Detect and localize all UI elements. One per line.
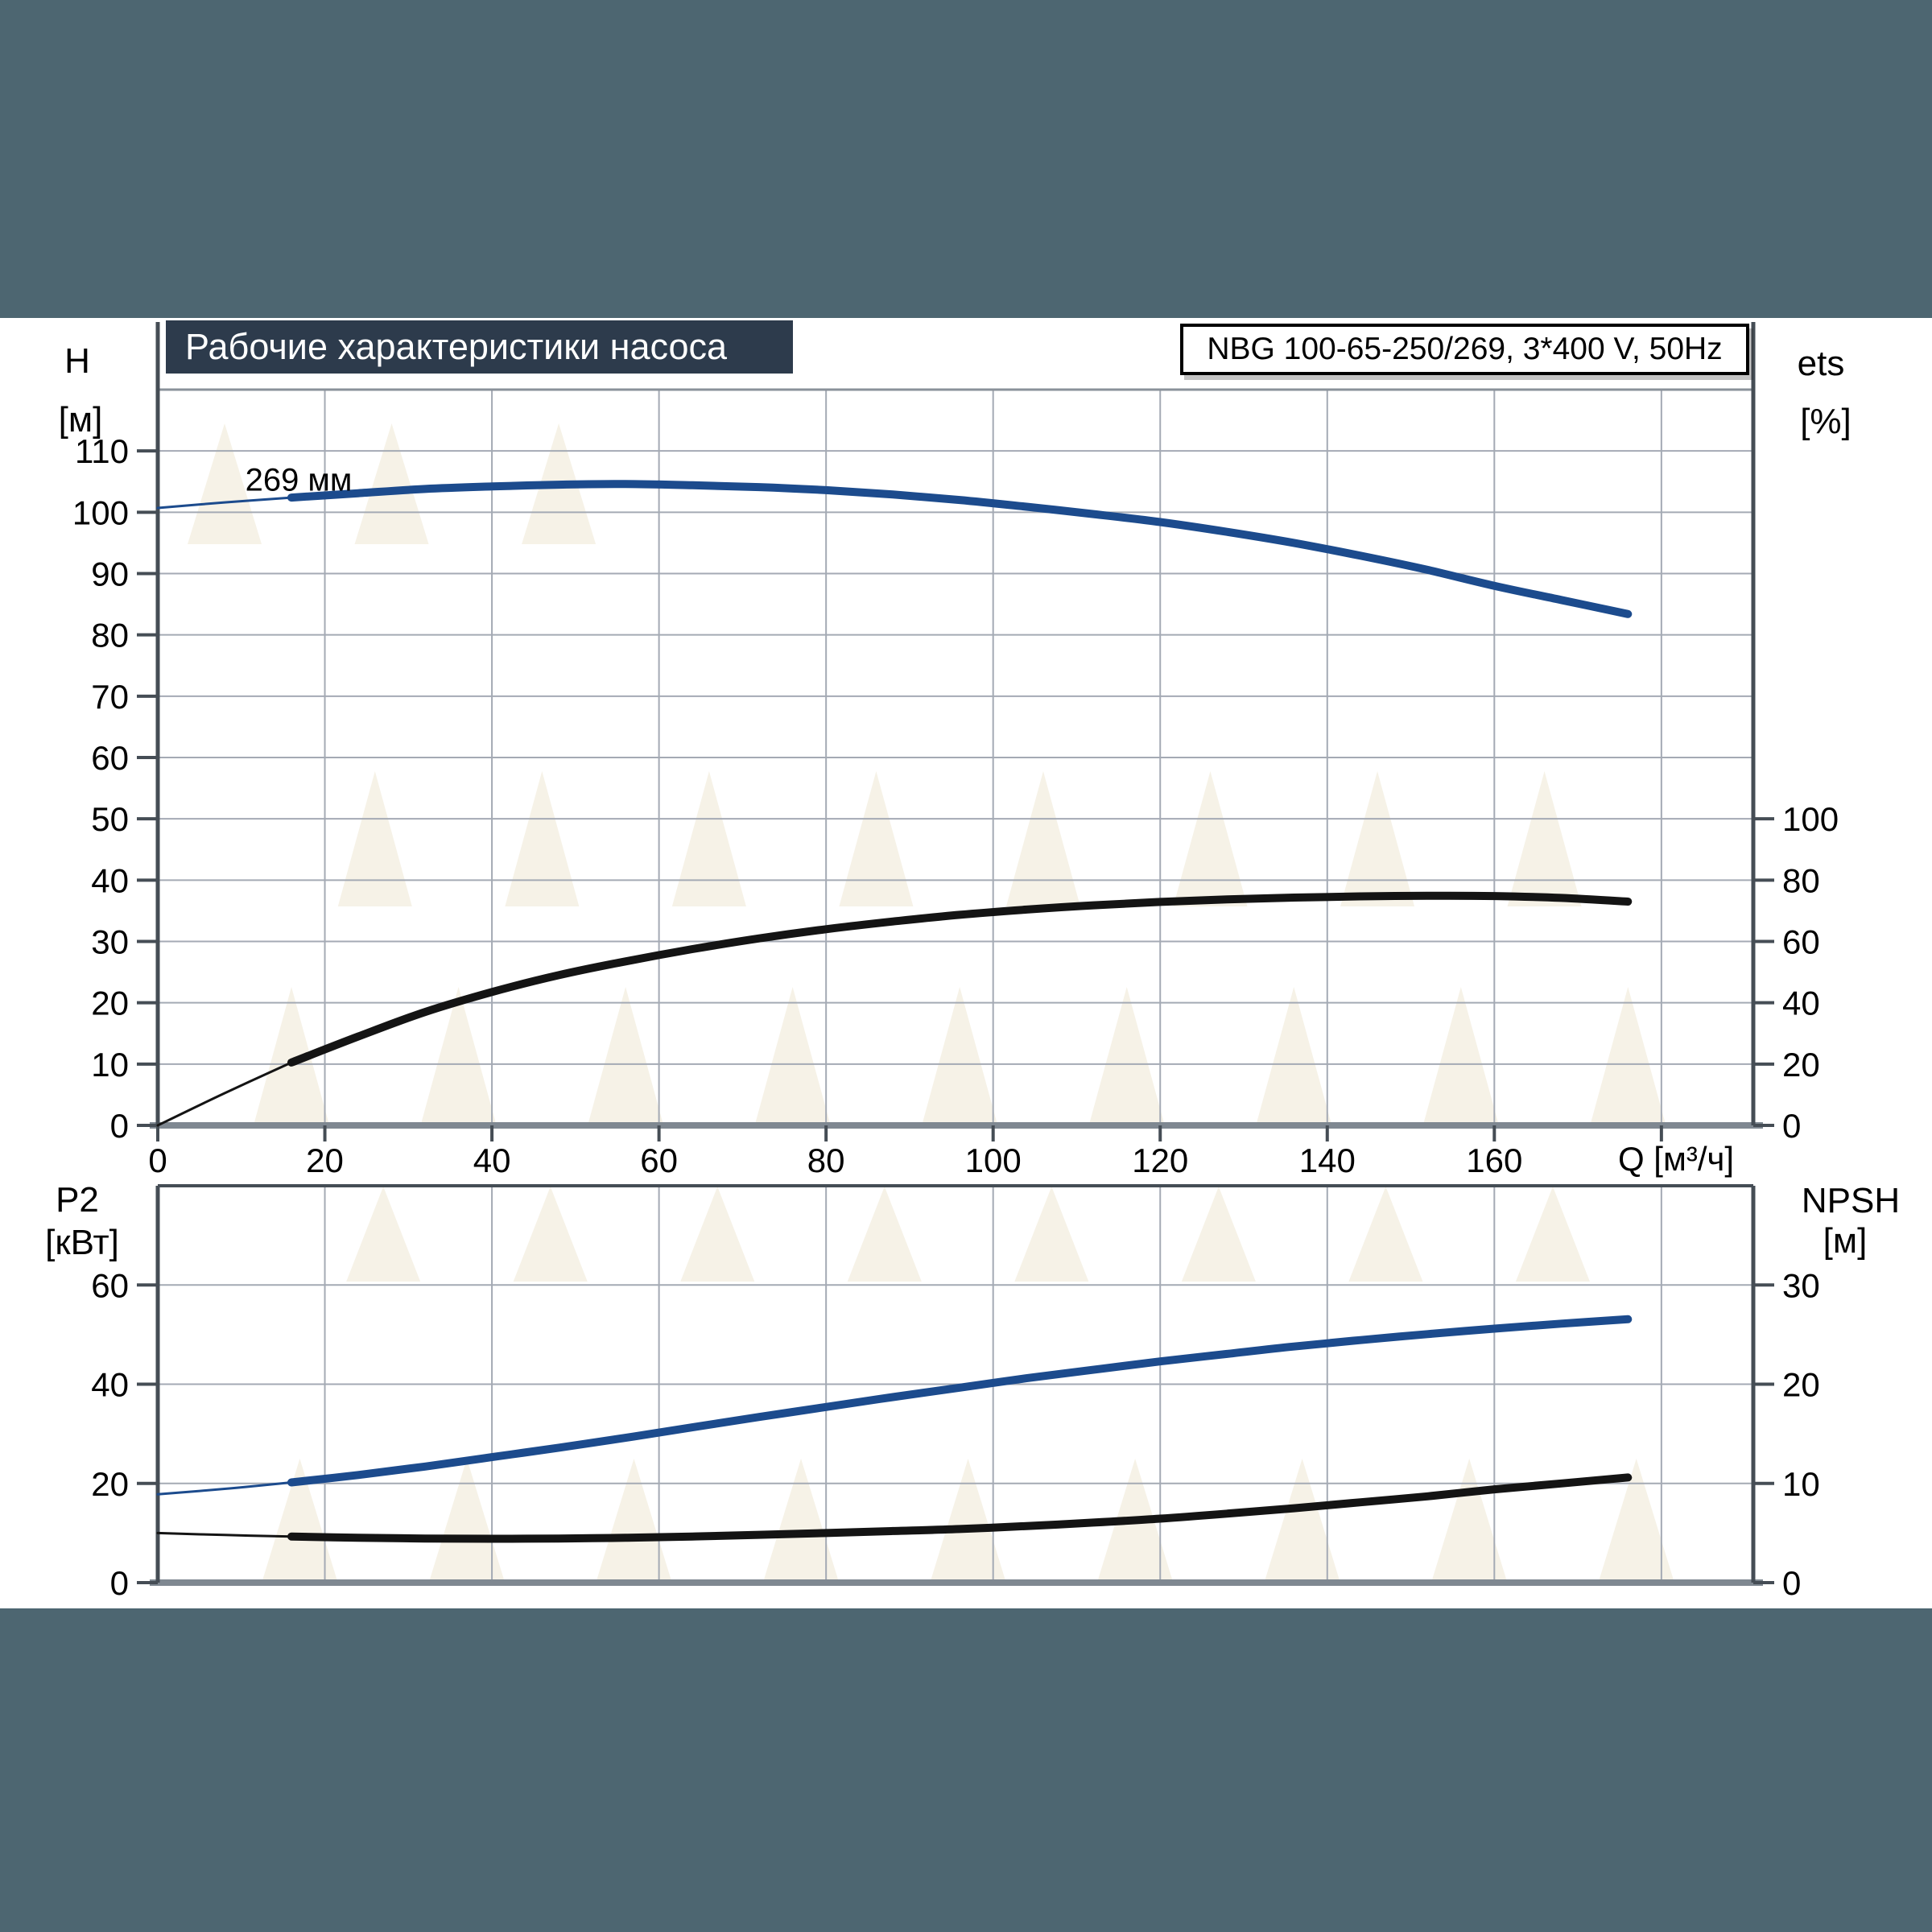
watermark-triangle-2	[1257, 987, 1331, 1122]
watermark-triangle-3	[513, 1187, 588, 1282]
watermark-triangle-4	[262, 1459, 337, 1579]
watermark-triangle-3	[1348, 1187, 1423, 1282]
npsh-axis-unit: [м]	[1823, 1221, 1868, 1261]
watermark-triangle-3	[1515, 1187, 1590, 1282]
q-axis-label: Q [м³/ч]	[1617, 1140, 1735, 1178]
watermark-triangle-1	[1340, 771, 1415, 906]
ets-axis-label: ets	[1797, 344, 1845, 383]
x-tick-label-60: 60	[640, 1141, 678, 1179]
right-tick-label-20: 20	[1782, 1046, 1820, 1084]
p2-axis-unit: [кВт]	[45, 1223, 119, 1262]
watermark-triangle-3	[1181, 1187, 1256, 1282]
bottom-background-bar	[0, 1608, 1932, 1932]
watermark-triangle-2	[923, 987, 997, 1122]
npsh-axis-label: NPSH	[1801, 1181, 1901, 1220]
x-tick-label-0: 0	[148, 1141, 167, 1179]
watermark-triangle-4	[597, 1459, 671, 1579]
x-tick-label-20: 20	[306, 1141, 344, 1179]
watermark-triangle-2	[1089, 987, 1164, 1122]
watermark-triangle-2	[1591, 987, 1666, 1122]
p2-axis-label: P2	[56, 1180, 99, 1220]
curve-H	[287, 480, 1633, 618]
watermark-triangle-3	[680, 1187, 755, 1282]
left-tick-label-10: 10	[91, 1046, 129, 1084]
watermark-triangle-2	[755, 987, 830, 1122]
watermark-triangle-1	[1507, 771, 1582, 906]
right-tick-label-100: 100	[1782, 800, 1839, 838]
curve-P2-lead	[156, 1481, 293, 1496]
left-tick-label-100: 100	[72, 493, 129, 531]
x-tick-label-140: 140	[1299, 1141, 1356, 1179]
left-tick-label-70: 70	[91, 678, 129, 716]
right-tick-label-0: 0	[1782, 1564, 1801, 1602]
watermark-triangle-1	[1173, 771, 1248, 906]
left-tick-label-60: 60	[91, 1266, 129, 1304]
right-tick-label-30: 30	[1782, 1266, 1820, 1304]
watermark-triangle-0	[188, 423, 262, 544]
watermark-triangle-3	[346, 1187, 421, 1282]
right-tick-label-20: 20	[1782, 1366, 1820, 1404]
h-axis-unit: [м]	[58, 400, 103, 440]
pump-model-label: NBG 100-65-250/269, 3*400 V, 50Hz	[1180, 324, 1749, 375]
watermark-triangle-0	[354, 423, 429, 544]
watermark-triangle-4	[429, 1459, 504, 1579]
watermark-triangle-3	[1014, 1187, 1089, 1282]
left-tick-label-110: 110	[75, 432, 129, 470]
watermark-triangle-4	[1265, 1459, 1340, 1579]
watermark-triangle-3	[847, 1187, 922, 1282]
left-tick-label-40: 40	[91, 1366, 129, 1404]
x-tick-label-100: 100	[965, 1141, 1022, 1179]
curve-ets	[287, 891, 1633, 1067]
ets-axis-unit: [%]	[1800, 402, 1852, 441]
right-tick-label-10: 10	[1782, 1465, 1820, 1503]
left-tick-label-20: 20	[91, 1465, 129, 1503]
left-tick-label-50: 50	[91, 800, 129, 838]
watermark-triangle-2	[1423, 987, 1498, 1122]
right-tick-label-80: 80	[1782, 861, 1820, 899]
watermark-triangle-2	[254, 987, 329, 1122]
left-tick-label-60: 60	[91, 739, 129, 777]
watermark-triangle-4	[1432, 1459, 1507, 1579]
right-tick-label-40: 40	[1782, 985, 1820, 1022]
watermark-triangle-1	[505, 771, 580, 906]
watermark-triangle-1	[337, 771, 412, 906]
right-tick-label-0: 0	[1782, 1107, 1801, 1145]
left-tick-label-0: 0	[110, 1564, 129, 1602]
curve-P2	[287, 1315, 1633, 1487]
left-tick-label-40: 40	[91, 861, 129, 899]
watermark-triangle-1	[839, 771, 914, 906]
curve-NPSH	[287, 1473, 1633, 1543]
watermark-triangle-4	[931, 1459, 1005, 1579]
curve-H-lead	[156, 496, 293, 510]
curve-NPSH-lead	[156, 1531, 293, 1538]
x-tick-label-80: 80	[807, 1141, 845, 1179]
h-axis-label: H	[64, 341, 90, 381]
watermark-triangle-2	[588, 987, 663, 1122]
impeller-diameter-annotation: 269 мм	[245, 462, 353, 498]
watermark-triangle-4	[1599, 1459, 1674, 1579]
left-tick-label-30: 30	[91, 923, 129, 961]
watermark-triangle-2	[421, 987, 496, 1122]
top-background-bar	[0, 0, 1932, 318]
x-tick-label-120: 120	[1132, 1141, 1188, 1179]
watermark-triangle-1	[1005, 771, 1080, 906]
watermark-triangle-4	[764, 1459, 839, 1579]
x-tick-label-160: 160	[1466, 1141, 1522, 1179]
curve-ets-lead	[156, 1061, 293, 1127]
x-tick-label-40: 40	[473, 1141, 511, 1179]
left-tick-label-90: 90	[91, 555, 129, 593]
left-tick-label-80: 80	[91, 617, 129, 654]
left-tick-label-0: 0	[110, 1107, 129, 1145]
right-tick-label-60: 60	[1782, 923, 1820, 961]
page-title: Рабочие характеристики насоса	[166, 320, 793, 374]
watermark-triangle-1	[671, 771, 746, 906]
left-tick-label-20: 20	[91, 985, 129, 1022]
